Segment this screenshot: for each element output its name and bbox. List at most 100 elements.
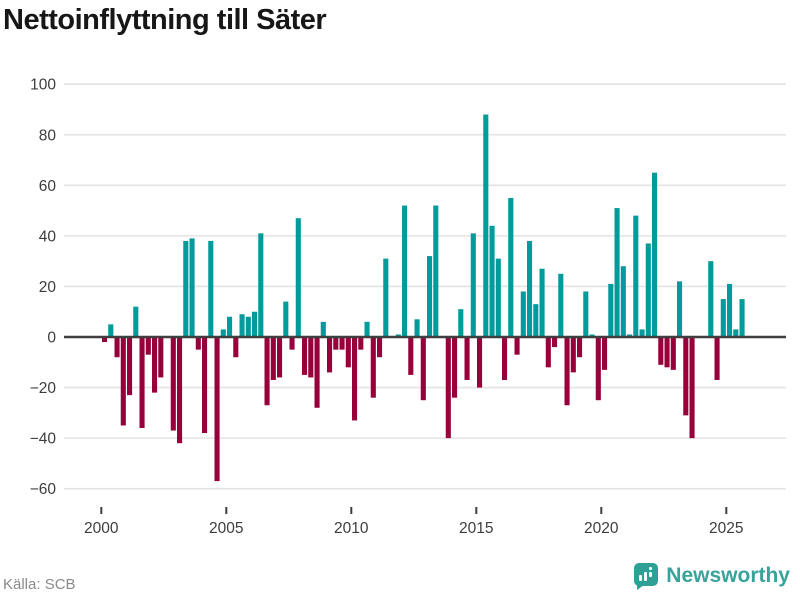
bar-negative bbox=[233, 337, 239, 358]
bar-positive bbox=[458, 309, 464, 337]
bar-positive bbox=[414, 319, 420, 337]
x-tick-label: 2020 bbox=[584, 520, 619, 537]
bar-positive bbox=[608, 283, 614, 337]
bar-positive bbox=[520, 291, 526, 337]
bar-positive bbox=[252, 311, 258, 337]
bar-negative bbox=[545, 337, 551, 368]
bar-positive bbox=[489, 225, 495, 337]
bar-positive bbox=[402, 205, 408, 337]
bar-negative bbox=[158, 337, 164, 378]
bar-negative bbox=[577, 337, 583, 358]
bar-positive bbox=[527, 240, 533, 337]
bar-positive bbox=[220, 329, 226, 337]
bar-positive bbox=[433, 205, 439, 337]
bar-positive bbox=[614, 208, 620, 337]
bar-negative bbox=[145, 337, 151, 355]
bar-negative bbox=[564, 337, 570, 406]
bar-positive bbox=[133, 306, 139, 337]
y-tick-label: 80 bbox=[39, 127, 57, 144]
bar-positive bbox=[620, 266, 626, 337]
source-label: Källa: SCB bbox=[3, 576, 76, 593]
bar-negative bbox=[333, 337, 339, 350]
bar-positive bbox=[495, 258, 501, 337]
bar-positive bbox=[383, 258, 389, 337]
y-tick-label: 60 bbox=[39, 178, 57, 195]
bar-negative bbox=[552, 337, 558, 348]
bar-positive bbox=[739, 299, 745, 337]
bar-negative bbox=[658, 337, 664, 365]
bar-negative bbox=[670, 337, 676, 370]
y-tick-label: 20 bbox=[39, 279, 57, 296]
bar-positive bbox=[295, 218, 301, 337]
x-tick-label: 2010 bbox=[334, 520, 369, 537]
x-tick-label: 2005 bbox=[209, 520, 243, 537]
y-tick-label: −20 bbox=[30, 380, 57, 397]
bar-negative bbox=[195, 337, 201, 350]
bar-negative bbox=[270, 337, 276, 380]
x-tick-label: 2025 bbox=[709, 520, 743, 537]
bar-negative bbox=[683, 337, 689, 416]
bar-positive bbox=[539, 268, 545, 337]
bar-positive bbox=[239, 314, 245, 337]
bar-positive bbox=[320, 321, 326, 337]
bar-positive bbox=[645, 243, 651, 337]
bar-negative bbox=[102, 337, 108, 343]
bar-negative bbox=[464, 337, 470, 380]
bar-negative bbox=[502, 337, 508, 380]
bar-positive bbox=[508, 197, 514, 337]
bar-negative bbox=[420, 337, 426, 401]
bar-positive bbox=[677, 281, 683, 337]
bar-negative bbox=[170, 337, 176, 431]
bar-negative bbox=[114, 337, 120, 358]
bar-negative bbox=[352, 337, 358, 421]
bar-positive bbox=[533, 304, 539, 337]
y-tick-label: −40 bbox=[30, 431, 57, 448]
bar-negative bbox=[327, 337, 333, 373]
bar-negative bbox=[314, 337, 320, 408]
bar-negative bbox=[664, 337, 670, 368]
bar-negative bbox=[202, 337, 208, 434]
bar-negative bbox=[214, 337, 220, 482]
bar-negative bbox=[370, 337, 376, 398]
bar-positive bbox=[633, 215, 639, 337]
bar-negative bbox=[358, 337, 364, 350]
bar-negative bbox=[289, 337, 295, 350]
bar-positive bbox=[733, 329, 739, 337]
bar-negative bbox=[345, 337, 351, 368]
bar-positive bbox=[258, 233, 264, 337]
bar-negative bbox=[452, 337, 458, 398]
bar-positive bbox=[720, 299, 726, 337]
bar-negative bbox=[127, 337, 133, 396]
bar-positive bbox=[639, 329, 645, 337]
y-tick-label: 0 bbox=[47, 330, 56, 347]
x-tick-label: 2000 bbox=[84, 520, 119, 537]
bar-negative bbox=[120, 337, 126, 426]
y-tick-label: 40 bbox=[39, 228, 57, 245]
bar-positive bbox=[245, 316, 251, 337]
bar-negative bbox=[139, 337, 145, 429]
bar-negative bbox=[595, 337, 601, 401]
bar-negative bbox=[408, 337, 414, 375]
bar-negative bbox=[714, 337, 720, 380]
bar-negative bbox=[308, 337, 314, 378]
bar-negative bbox=[277, 337, 283, 378]
bar-negative bbox=[602, 337, 608, 370]
bar-positive bbox=[208, 240, 214, 337]
bar-negative bbox=[177, 337, 183, 444]
bar-negative bbox=[339, 337, 345, 350]
bar-positive bbox=[483, 114, 489, 337]
bar-positive bbox=[708, 261, 714, 337]
bar-negative bbox=[264, 337, 270, 406]
bar-positive bbox=[583, 291, 589, 337]
bar-positive bbox=[727, 283, 733, 337]
y-tick-label: 100 bbox=[30, 77, 56, 94]
x-tick-label: 2015 bbox=[459, 520, 493, 537]
brand-name: Newsworthy bbox=[666, 564, 790, 587]
bar-positive bbox=[283, 301, 289, 337]
bar-negative bbox=[302, 337, 308, 375]
bar-negative bbox=[514, 337, 520, 355]
bar-negative bbox=[570, 337, 576, 373]
bar-positive bbox=[427, 256, 433, 337]
bar-chart: 100 80 60 40 20 0 −20 −40 −60 2000 2005 2010 2015 202… bbox=[30, 77, 786, 537]
